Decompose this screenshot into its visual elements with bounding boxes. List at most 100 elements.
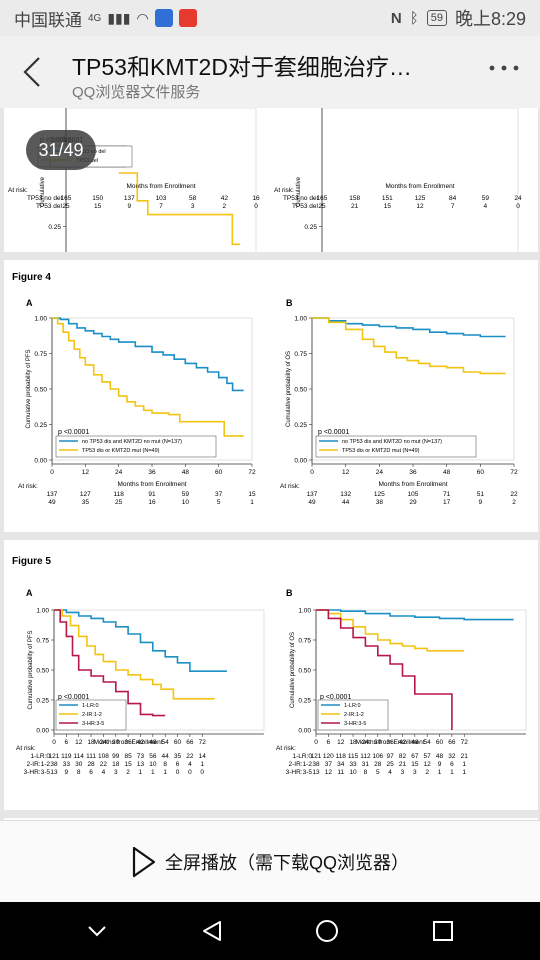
x-axis-label: Months from Enrollment — [386, 183, 455, 190]
y-tick-label: 0.75 — [298, 638, 311, 645]
risk-value: 25 — [115, 499, 123, 506]
y-axis-label: Cumulative probability of OS — [286, 351, 292, 427]
risk-value: 56 — [149, 753, 157, 760]
risk-value: 59 — [482, 195, 490, 202]
risk-value: 1 — [163, 769, 167, 776]
legend-entry: TP53 dis or KMT2D mut (N=49) — [342, 448, 420, 454]
x-tick-label: 48 — [149, 739, 157, 746]
fullscreen-play-button[interactable]: 全屏播放（需下载QQ浏览器） — [131, 846, 409, 878]
x-tick-label: 0 — [50, 469, 54, 476]
risk-value: 120 — [323, 753, 334, 760]
document-viewer[interactable]: 0.250122436486072Months from EnrollmentC… — [0, 108, 540, 820]
y-tick-label: 1.00 — [294, 316, 307, 323]
risk-value: 4 — [188, 761, 192, 768]
risk-value: 18 — [112, 761, 120, 768]
risk-value: 85 — [125, 753, 133, 760]
risk-value: 3 — [191, 203, 195, 210]
risk-value: 84 — [449, 195, 457, 202]
fullscreen-play-label: 全屏播放（需下载QQ浏览器） — [164, 852, 409, 873]
risk-value: 6 — [89, 769, 93, 776]
risk-value: 25 — [387, 761, 395, 768]
y-tick-label: 1.00 — [34, 316, 47, 323]
risk-row-label: 2-IR:1-2 — [289, 761, 313, 768]
y-tick-label: 0.25 — [294, 422, 307, 429]
signal-icon: ▮▮▮ — [107, 9, 131, 26]
risk-value: 1 — [450, 769, 454, 776]
risk-value: 31 — [362, 761, 370, 768]
legend-entry: 2-IR:1-2 — [344, 712, 364, 718]
y-tick-label: 0.25 — [298, 698, 311, 705]
risk-value: 67 — [411, 753, 419, 760]
risk-value: 24 — [514, 195, 522, 202]
risk-value: 15 — [94, 203, 102, 210]
risk-value: 14 — [199, 753, 207, 760]
risk-value: 137 — [47, 491, 58, 498]
x-tick-label: 0 — [314, 739, 318, 746]
back-button[interactable] — [22, 56, 42, 92]
risk-value: 165 — [61, 195, 72, 202]
pdf-page-figure-3: 0.250122436486072Months from EnrollmentC… — [4, 108, 538, 292]
risk-value: 97 — [387, 753, 395, 760]
chart-f3b: 0.000.250122436486072Months from Enrollm… — [49, 108, 522, 292]
risk-value: 58 — [189, 195, 197, 202]
at-risk-heading: At risk: — [274, 187, 294, 194]
risk-value: 1 — [462, 761, 466, 768]
y-axis-label: Cumulative probability of OS — [290, 632, 296, 708]
risk-value: 0 — [176, 769, 180, 776]
risk-value: 71 — [443, 491, 451, 498]
at-risk-heading: At risk: — [18, 483, 38, 490]
x-tick-label: 66 — [448, 739, 456, 746]
risk-value: 21 — [351, 203, 359, 210]
risk-value: 137 — [124, 195, 135, 202]
x-tick-label: 72 — [248, 469, 256, 476]
x-tick-label: 24 — [362, 739, 370, 746]
battery-icon: 59 — [426, 10, 447, 26]
risk-value: 125 — [374, 491, 385, 498]
series-line-2-ir-1-2 — [316, 609, 465, 652]
wifi-icon: ◠ — [136, 9, 149, 26]
risk-value: 118 — [113, 491, 124, 498]
x-axis-label: Months from Enrollment — [118, 481, 187, 488]
risk-row-label: 1-LR:0 — [30, 753, 50, 760]
risk-value: 3 — [401, 769, 405, 776]
chevron-left-icon — [23, 57, 40, 87]
risk-value: 137 — [307, 491, 318, 498]
clock: 晚上8:29 — [454, 9, 526, 29]
risk-value: 37 — [325, 761, 333, 768]
series-line-tp53-dis-or-kmt2d-mut-n-49- — [52, 317, 244, 437]
risk-value: 4 — [102, 769, 106, 776]
risk-value: 8 — [364, 769, 368, 776]
risk-value: 7 — [451, 203, 455, 210]
risk-value: 91 — [148, 491, 156, 498]
risk-value: 13 — [50, 769, 58, 776]
x-tick-label: 60 — [436, 739, 444, 746]
x-tick-label: 36 — [125, 739, 133, 746]
risk-value: 2 — [126, 769, 130, 776]
x-tick-label: 12 — [82, 469, 90, 476]
y-axis-label: Cumulative probability of PFS — [26, 349, 32, 428]
at-risk-heading: At risk: — [8, 187, 28, 194]
chart-f5b: B0.000.250.500.751.000 6 12 18 24 30 36 42 48 54 6… — [276, 588, 527, 776]
home-circle-icon[interactable] — [314, 918, 340, 944]
x-tick-label: 30 — [374, 739, 382, 746]
risk-row-label: TP53 del — [292, 203, 319, 210]
y-tick-label: 0.50 — [36, 668, 49, 675]
risk-value: 51 — [477, 491, 485, 498]
y-tick-label: 0.75 — [34, 351, 47, 358]
at-risk-heading: At risk: — [280, 483, 300, 490]
y-tick-label: 0.25 — [304, 224, 317, 231]
more-options-button[interactable] — [488, 52, 520, 80]
risk-value: 2 — [512, 499, 516, 506]
x-tick-label: 6 — [65, 739, 69, 746]
back-triangle-icon[interactable] — [200, 919, 224, 943]
recents-square-icon[interactable] — [431, 919, 455, 943]
y-tick-label: 0.25 — [48, 224, 61, 231]
panel-letter: B — [286, 298, 293, 308]
risk-value: 112 — [360, 753, 371, 760]
legend-entry: 3-HR:3-5 — [344, 721, 366, 727]
risk-value: 32 — [448, 753, 456, 760]
collapse-down-icon[interactable] — [85, 923, 109, 939]
risk-value: 28 — [374, 761, 382, 768]
risk-value: 82 — [399, 753, 407, 760]
risk-value: 13 — [312, 769, 320, 776]
